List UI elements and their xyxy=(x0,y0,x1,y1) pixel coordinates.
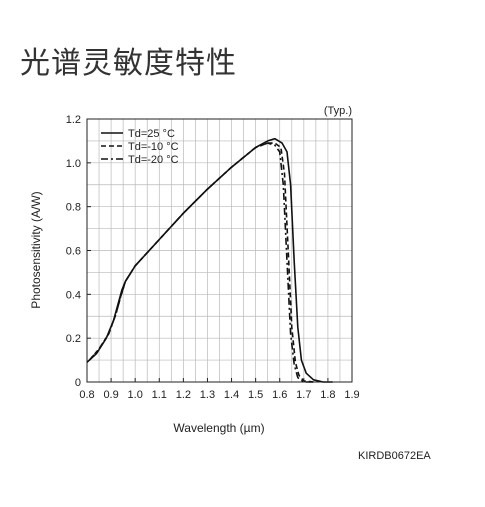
x-tick-label: 1.9 xyxy=(344,389,359,401)
y-tick-label: 0.6 xyxy=(66,246,81,258)
y-tick-label: 0.4 xyxy=(66,289,81,301)
y-tick-label: 0 xyxy=(75,377,81,389)
legend-label: Td=-20 °C xyxy=(128,154,179,166)
y-tick-label: 0.8 xyxy=(66,202,81,214)
series-line-solid xyxy=(86,137,333,383)
chart-grid xyxy=(87,119,352,382)
y-axis-label: Photosensitivity (A/W) xyxy=(29,191,43,308)
x-tick-label: 1.2 xyxy=(176,389,191,401)
x-tick-label: 1.3 xyxy=(200,389,215,401)
x-tick-label: 1.6 xyxy=(272,389,287,401)
x-tick-label: 1.0 xyxy=(128,389,143,401)
x-tick-label: 1.5 xyxy=(248,389,263,401)
x-tick-label: 1.1 xyxy=(152,389,167,401)
y-tick-label: 1.0 xyxy=(66,158,81,170)
x-tick-label: 0.9 xyxy=(103,389,118,401)
page-title: 光谱灵敏度特性 xyxy=(20,46,237,81)
y-tick-label: 0.2 xyxy=(66,333,81,345)
chart-legend: Td=25 °CTd=-10 °CTd=-20 °C xyxy=(101,128,179,166)
x-axis-label: Wavelength (µm) xyxy=(173,421,264,435)
chart-tick-labels: 0.8 0.9 1.0 1.1 1.2 1.3 1.4 1.5 1.6 1.7 1.8 1.9 0 0.2… xyxy=(66,114,360,401)
x-tick-label: 0.8 xyxy=(79,389,94,401)
series-line-dashdot xyxy=(88,142,314,383)
x-tick-label: 1.8 xyxy=(320,389,335,401)
typ-note: (Typ.) xyxy=(324,105,352,117)
figure-code: KIRDB0672EA xyxy=(358,450,431,462)
legend-label: Td=25 °C xyxy=(128,128,175,140)
legend-label: Td=-10 °C xyxy=(128,141,179,153)
x-tick-label: 1.4 xyxy=(224,389,239,401)
chart-series xyxy=(86,137,333,383)
x-tick-label: 1.7 xyxy=(296,389,311,401)
y-tick-label: 1.2 xyxy=(66,114,81,126)
